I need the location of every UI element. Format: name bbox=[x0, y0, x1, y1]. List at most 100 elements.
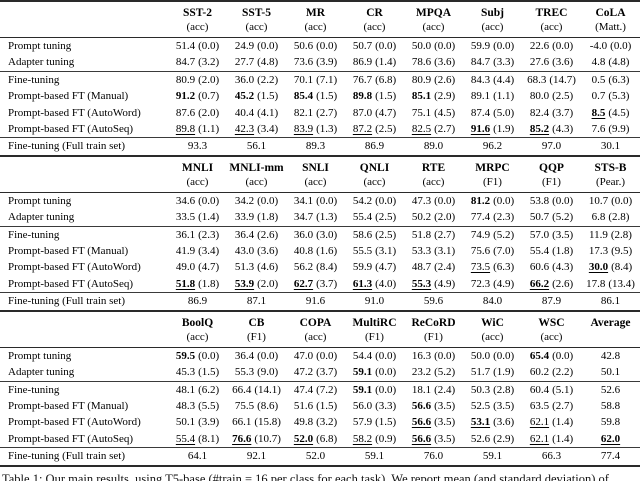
task-name: QQP bbox=[539, 161, 564, 174]
cell: 84.7 (3.3) bbox=[463, 54, 522, 71]
value: 52.6 bbox=[470, 432, 491, 445]
value: 84.3 bbox=[470, 73, 491, 86]
row-label: Prompt-based FT (AutoSeq) bbox=[8, 277, 134, 290]
task-metric: (F1) bbox=[424, 330, 443, 343]
section-header: BoolQ CB COPA MultiRC ReCoRD WiC WSC Average (ac… bbox=[0, 311, 640, 348]
cell: 51.4 (0.0) bbox=[168, 38, 227, 55]
stddev: (2.2) bbox=[257, 73, 279, 86]
cell: 61.3 (4.0) bbox=[345, 276, 404, 293]
value: 59.1 bbox=[352, 383, 373, 396]
cell: 56.2 (8.4) bbox=[286, 259, 345, 275]
value: 59.1 bbox=[364, 450, 385, 463]
value: 87.9 bbox=[541, 295, 562, 308]
stddev: (3.2) bbox=[198, 56, 220, 69]
cell: 55.5 (3.1) bbox=[345, 243, 404, 259]
stddev: (3.7) bbox=[316, 277, 338, 290]
stddev: (5.2) bbox=[434, 366, 456, 379]
value: 52.6 bbox=[600, 383, 621, 396]
cell: 47.3 (0.0) bbox=[404, 192, 463, 209]
cell: 53.1 (3.6) bbox=[463, 414, 522, 430]
stddev: (13.4) bbox=[608, 277, 635, 290]
stddev: (2.3) bbox=[493, 211, 515, 224]
cell: 63.5 (2.7) bbox=[522, 398, 581, 414]
stddev: (1.1) bbox=[493, 90, 515, 103]
section-header: MNLI MNLI-mm SNLI QNLI RTE MRPC QQP STS-B (acc)(… bbox=[0, 156, 640, 193]
task-metric: (F1) bbox=[365, 330, 384, 343]
table-row: Prompt-based FT (Manual) 91.2 (0.7) 45.2 (1.… bbox=[0, 88, 640, 104]
task-metric: (acc) bbox=[304, 175, 327, 188]
cell: 58.2 (0.9) bbox=[345, 431, 404, 448]
stddev: (3.9) bbox=[316, 56, 338, 69]
cell: 4.8 (4.8) bbox=[581, 54, 640, 71]
value: 49.0 bbox=[175, 261, 196, 274]
stddev: (2.5) bbox=[375, 123, 397, 136]
stddev: (2.6) bbox=[257, 228, 279, 241]
stddev: (0.0) bbox=[257, 194, 279, 207]
task-metric: (acc) bbox=[245, 175, 268, 188]
stddev: (0.0) bbox=[434, 349, 456, 362]
stddev: (0.0) bbox=[611, 194, 633, 207]
stddev: (0.0) bbox=[198, 40, 220, 52]
cell: 72.3 (4.9) bbox=[463, 276, 522, 293]
stddev: (3.0) bbox=[316, 228, 338, 241]
cell: 60.2 (2.2) bbox=[522, 364, 581, 381]
cell: 59.1 (0.0) bbox=[345, 381, 404, 398]
cell: 59.1 (0.0) bbox=[345, 364, 404, 381]
cell: 40.4 (4.1) bbox=[227, 105, 286, 121]
task-metric: (acc) bbox=[363, 175, 386, 188]
task-name: WSC bbox=[538, 316, 565, 329]
header-spacer bbox=[0, 176, 168, 193]
header-spacer bbox=[0, 331, 168, 348]
row-label: Prompt-based FT (AutoWord) bbox=[8, 261, 141, 274]
stddev: (2.3) bbox=[198, 228, 220, 241]
value: 50.0 bbox=[411, 40, 432, 52]
cell: 11.9 (2.8) bbox=[581, 226, 640, 243]
task-name: Subj bbox=[480, 7, 505, 19]
cell: 47.2 (3.7) bbox=[286, 364, 345, 381]
cell: 52.6 bbox=[581, 381, 640, 398]
cell: 86.9 bbox=[168, 293, 227, 310]
row-group-1: Prompt tuning 34.6 (0.0) 34.2 (0.0) 34.1 (0.0)… bbox=[0, 192, 640, 227]
row-group-1: Prompt tuning 59.5 (0.0) 36.4 (0.0) 47.0 (0.0)… bbox=[0, 347, 640, 381]
value: 47.3 bbox=[411, 194, 432, 207]
cell: 81.2 (0.0) bbox=[463, 192, 522, 209]
value: 97.0 bbox=[541, 140, 562, 153]
stddev: (8.4) bbox=[611, 261, 633, 274]
stddev: (3.7) bbox=[552, 106, 574, 119]
stddev: (2.7) bbox=[434, 228, 456, 241]
stddev: (5.2) bbox=[493, 228, 515, 241]
cell: 47.4 (7.2) bbox=[286, 381, 345, 398]
value: 36.0 bbox=[293, 228, 314, 241]
value: 51.7 bbox=[470, 366, 491, 379]
stddev: (9.0) bbox=[257, 366, 279, 379]
cell: 45.2 (1.5) bbox=[227, 88, 286, 104]
value: 0.7 bbox=[591, 90, 606, 103]
row-label: Prompt-based FT (Manual) bbox=[8, 90, 129, 103]
cell: 51.7 (1.9) bbox=[463, 364, 522, 381]
task-metric: (acc) bbox=[422, 21, 445, 33]
task-name: ReCoRD bbox=[411, 316, 456, 329]
value: 27.7 bbox=[234, 56, 255, 69]
value: 84.7 bbox=[175, 56, 196, 69]
cell: 57.9 (1.5) bbox=[345, 414, 404, 430]
cell: 87.1 bbox=[227, 293, 286, 310]
cell: 96.2 bbox=[463, 138, 522, 155]
cell: 77.4 (2.3) bbox=[463, 209, 522, 226]
value: 87.0 bbox=[352, 106, 373, 119]
value: 36.0 bbox=[234, 73, 255, 86]
value: 34.1 bbox=[293, 194, 314, 207]
value: 89.8 bbox=[352, 90, 373, 103]
value: 73.5 bbox=[470, 261, 491, 274]
stddev: (1.5) bbox=[316, 90, 338, 103]
task-name: MPQA bbox=[415, 7, 452, 19]
value: 60.4 bbox=[529, 383, 550, 396]
stddev: (0.0) bbox=[316, 349, 338, 362]
value: 76.0 bbox=[423, 450, 444, 463]
cell: 57.0 (3.5) bbox=[522, 226, 581, 243]
cell: 56.1 bbox=[227, 138, 286, 155]
stddev: (14.1) bbox=[254, 383, 281, 396]
value: 86.9 bbox=[364, 140, 385, 153]
cell: 66.3 bbox=[522, 448, 581, 466]
value: 82.5 bbox=[411, 123, 432, 136]
cell: 30.0 (8.4) bbox=[581, 259, 640, 275]
